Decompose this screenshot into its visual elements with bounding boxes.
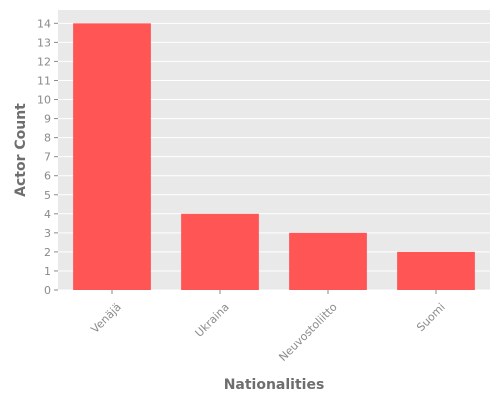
- x-tick-label: Suomi: [414, 301, 448, 335]
- y-tick-label: 8: [44, 132, 51, 145]
- bar: [289, 232, 367, 290]
- x-tick-label: Ukraina: [193, 301, 232, 340]
- y-tick-label: 7: [44, 151, 51, 164]
- y-tick-label: 2: [44, 246, 51, 259]
- y-tick-label: 14: [37, 17, 51, 30]
- y-tick-label: 1: [44, 265, 51, 278]
- bar: [73, 23, 151, 290]
- y-tick-label: 4: [44, 208, 51, 221]
- bar: [181, 213, 259, 290]
- y-tick-label: 3: [44, 227, 51, 240]
- y-tick-label: 5: [44, 189, 51, 202]
- x-axis-label: Nationalities: [224, 377, 325, 393]
- y-tick-label: 10: [37, 94, 51, 107]
- x-tick-label: Neuvostoliitto: [276, 300, 339, 363]
- y-tick-label: 6: [44, 170, 51, 183]
- y-tick-label: 12: [37, 55, 51, 68]
- y-axis-label: Actor Count: [13, 103, 29, 197]
- y-tick-label: 11: [37, 74, 51, 87]
- y-tick-label: 0: [44, 284, 51, 297]
- y-tick-label: 13: [37, 36, 51, 49]
- y-tick-label: 9: [44, 113, 51, 126]
- x-axis-ticks: Venäjä Ukraina Neuvostoliitto Suomi: [88, 290, 448, 364]
- x-tick-label: Venäjä: [88, 301, 123, 336]
- bar: [397, 251, 475, 290]
- bars: [73, 23, 475, 290]
